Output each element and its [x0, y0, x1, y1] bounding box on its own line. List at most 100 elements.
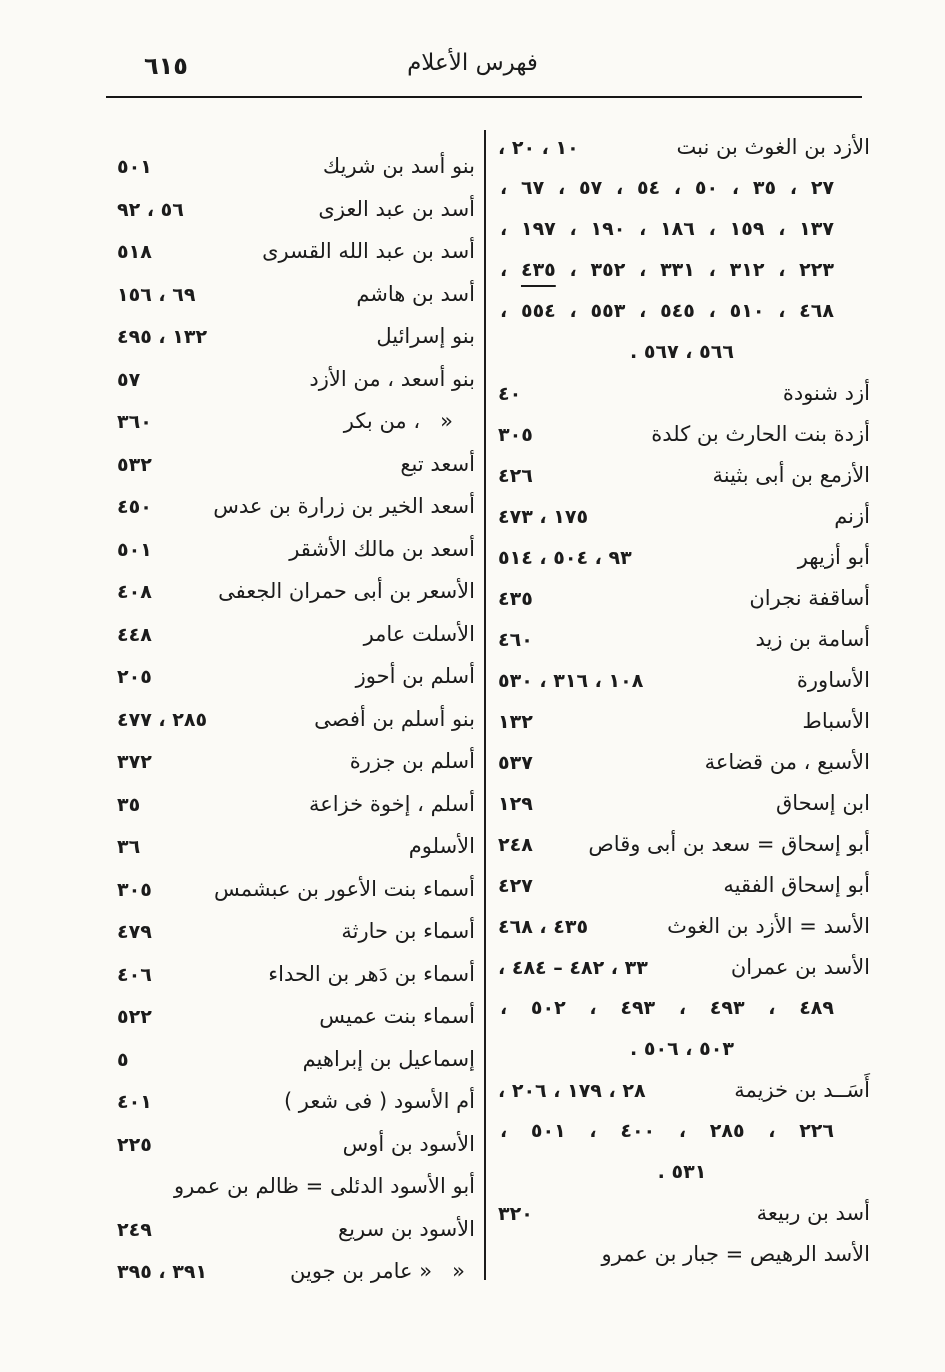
entry-name: أزدة بنت الحارث بن كلدة	[651, 422, 870, 446]
entry-name: الأسعر بن أبى حمران الجعفى	[218, 579, 475, 603]
entry-name: الأسد بن عمران	[730, 955, 870, 979]
page-number: ٦١٥	[144, 52, 188, 80]
entry-name: أسعد تبع	[400, 451, 475, 476]
entry-name: الأسد الرهيص = جبار بن عمرو	[601, 1242, 870, 1266]
entry-name: الأسود بن أوس	[342, 1131, 475, 1156]
index-entry: ابن إسحاق ١٢٩	[494, 783, 870, 824]
entry-name: أَسَــد بن خزيمة	[734, 1078, 870, 1102]
header-rule	[106, 96, 862, 98]
index-column-left: بنو أسد بن شريك ٥٠١ أسد بن عبد العزى ٥٦ ، ٩…	[113, 145, 475, 1293]
entry-name: « « عامر بن جوين	[289, 1259, 465, 1283]
index-pages-final-line: ٥٠٣ ، ٥٠٦ .	[630, 1038, 734, 1060]
entry-page-numbers: ٢٠٥	[117, 666, 152, 688]
entry-name: أبو إسحاق الفقيه	[723, 873, 870, 897]
entry-page-numbers: ٤٢٧	[498, 875, 533, 897]
index-entry: أبو إسحاق = سعد بن أبى وقاص ٢٤٨	[494, 824, 870, 865]
index-entry: أَسَــد بن خزيمة ٢٨ ، ١٧٩ ، ٢٠٦ ،	[494, 1070, 870, 1111]
entry-page-numbers: ٥٠١	[117, 538, 152, 561]
entry-name: أسعد بن مالك الأشقر	[289, 536, 475, 561]
index-entry: الأسعر بن أبى حمران الجعفى ٤٠٨	[113, 570, 475, 613]
index-entry: الأسلوم ٣٦	[113, 825, 475, 868]
entry-name: أم الأسود ( فى شعر )	[283, 1089, 475, 1113]
entry-page-numbers: ٣٧٢	[117, 751, 152, 773]
page-number-segment: ٢٢٣ ، ٣١٢ ، ٣٣١ ، ٣٥٢ ،	[555, 259, 834, 281]
index-entry: أسعد الخير بن زرارة بن عدس ٤٥٠	[113, 485, 475, 528]
index-entry: الأسود بن سريع ٢٤٩	[113, 1208, 475, 1251]
entry-page-numbers: ٣٦	[117, 836, 141, 858]
entry-name: الأزد بن الغوث بن نبت	[676, 135, 870, 159]
index-entry: « « عامر بن جوين ٣٩١ ، ٣٩٥	[113, 1250, 475, 1293]
index-entry: أسد بن هاشم ٦٩ ، ١٥٦	[113, 273, 475, 316]
entry-page-numbers: ٥٣٧	[498, 752, 533, 774]
index-column-right: الأزد بن الغوث بن نبت ١٠ ، ٢٠ ، ٢٧ ، ٣٥ ، …	[494, 127, 870, 1275]
entry-name: بنو إسرائيل	[376, 324, 475, 348]
entry-page-numbers: ٤٠١	[117, 1091, 152, 1113]
entry-page-numbers: ١٧٥ ، ٤٧٣	[498, 506, 589, 528]
index-entry: أسعد بن مالك الأشقر ٥٠١	[113, 528, 475, 571]
entry-page-numbers: ٤٢٦	[498, 465, 533, 487]
entry-page-numbers: ٤٥٠	[117, 496, 152, 518]
index-entry: الأسبع ، من قضاعة ٥٣٧	[494, 742, 870, 783]
entry-name: الأساورة	[796, 668, 870, 692]
entry-page-numbers: ٤٠٦	[117, 963, 152, 986]
index-pages-final-line: ٥٦٦ ، ٥٦٧ .	[630, 341, 734, 363]
index-entry: أزدة بنت الحارث بن كلدة ٣٠٥	[494, 414, 870, 455]
entry-page-numbers: ٣٠٥	[117, 878, 152, 901]
index-entry: الأسد الرهيص = جبار بن عمرو	[494, 1234, 870, 1275]
index-entry: إسماعيل بن إبراهيم ٥	[113, 1038, 475, 1081]
entry-page-numbers: ٥٦ ، ٩٢	[117, 198, 184, 221]
entry-page-numbers: ٢٨ ، ١٧٩ ، ٢٠٦ ،	[498, 1080, 646, 1102]
index-entry: أم الأسود ( فى شعر ) ٤٠١	[113, 1080, 475, 1123]
entry-page-numbers: ١٢٩	[498, 793, 533, 815]
index-entry: أسماء بن دَهر بن الحداء ٤٠٦	[113, 953, 475, 996]
entry-name: الأسبع ، من قضاعة	[704, 750, 870, 774]
entry-name: أسماء بن دَهر بن الحداء	[268, 961, 475, 986]
entry-name: أسلم بن جزرة	[349, 749, 475, 773]
index-pages-continuation: ٤٨٩ ، ٤٩٣ ، ٤٩٣ ، ٥٠٢ ،	[500, 997, 834, 1019]
entry-name: أسد بن عبد الله القسرى	[262, 239, 475, 263]
index-entry: أسد بن عبد العزى ٥٦ ، ٩٢	[113, 188, 475, 231]
entry-name: أساقفة نجران	[749, 586, 870, 610]
index-pages-continuation: ٢٢٦ ، ٢٨٥ ، ٤٠٠ ، ٥٠١ ،	[500, 1120, 834, 1142]
entry-page-numbers: ٤٣٥	[498, 588, 533, 610]
entry-page-numbers: ٥٧	[117, 368, 141, 391]
entry-page-numbers: ٢٨٥ ، ٤٧٧	[117, 708, 208, 731]
entry-name: أسد بن عبد العزى	[318, 196, 475, 221]
entry-name: أسد بن ربيعة	[756, 1201, 870, 1225]
index-entry: بنو إسرائيل ١٣٢ ، ٤٩٥	[113, 315, 475, 358]
entry-name: الأسلوم	[408, 834, 475, 858]
index-pages-continuation: ٢٢٣ ، ٣١٢ ، ٣٣١ ، ٣٥٢ ، ٤٣٥ ،	[494, 250, 870, 291]
index-pages-continuation: ٤٦٨ ، ٥١٠ ، ٥٤٥ ، ٥٥٣ ، ٥٥٤ ،	[500, 300, 834, 322]
index-entry: الأسد = الأزد بن الغوث ٤٣٥ ، ٤٦٨	[494, 906, 870, 947]
entry-name: بنو أسعد ، من الأزد	[309, 366, 475, 391]
entry-page-numbers: ٥١٨	[117, 241, 152, 263]
entry-page-numbers: ٦٩ ، ١٥٦	[117, 283, 196, 306]
entry-page-numbers: ١٠٨ ، ٣١٦ ، ٥٣٠	[498, 670, 644, 692]
entry-page-numbers: ٤٧٩	[117, 921, 152, 943]
index-entry: « ، من بكر ٣٦٠	[113, 400, 475, 443]
index-entry: بنو أسد بن شريك ٥٠١	[113, 145, 475, 188]
entry-page-numbers: ٥	[117, 1048, 129, 1071]
entry-page-numbers: ١٠ ، ٢٠ ،	[498, 137, 579, 159]
index-entry: الأساورة ١٠٨ ، ٣١٦ ، ٥٣٠	[494, 660, 870, 701]
entry-name: أسد بن هاشم	[356, 281, 475, 306]
entry-page-numbers: ٢٢٥	[117, 1133, 152, 1156]
entry-name: أسعد الخير بن زرارة بن عدس	[213, 494, 475, 518]
index-pages-continuation: ٢٧ ، ٣٥ ، ٥٠ ، ٥٤ ، ٥٧ ، ٦٧ ،	[500, 177, 835, 199]
entry-page-numbers: ٤٠	[498, 383, 522, 405]
index-entry: أسلم بن أحوز ٢٠٥	[113, 655, 475, 698]
entry-name: أسماء بنت عميس	[319, 1004, 475, 1028]
index-entry: أسماء بنت عميس ٥٢٢	[113, 995, 475, 1038]
index-entry: الأسد بن عمران ٣٣ ، ٤٨٢ – ٤٨٤ ،	[494, 947, 870, 988]
entry-name: بنو أسلم بن أفصى	[314, 706, 475, 731]
entry-name: أسماء بنت الأعور بن عبشمس	[213, 876, 475, 901]
entry-name: الأسد = الأزد بن الغوث	[667, 914, 870, 938]
entry-page-numbers: ١٣٢ ، ٤٩٥	[117, 326, 208, 348]
index-entry: أسماء بنت الأعور بن عبشمس ٣٠٥	[113, 868, 475, 911]
index-entry: الأسلت عامر ٤٤٨	[113, 613, 475, 656]
entry-page-numbers: ٣٢٠	[498, 1203, 533, 1225]
column-divider	[484, 130, 486, 1280]
index-pages-final-line: ٥٣١ .	[657, 1161, 707, 1183]
index-entry: أبو إسحاق الفقيه ٤٢٧	[494, 865, 870, 906]
